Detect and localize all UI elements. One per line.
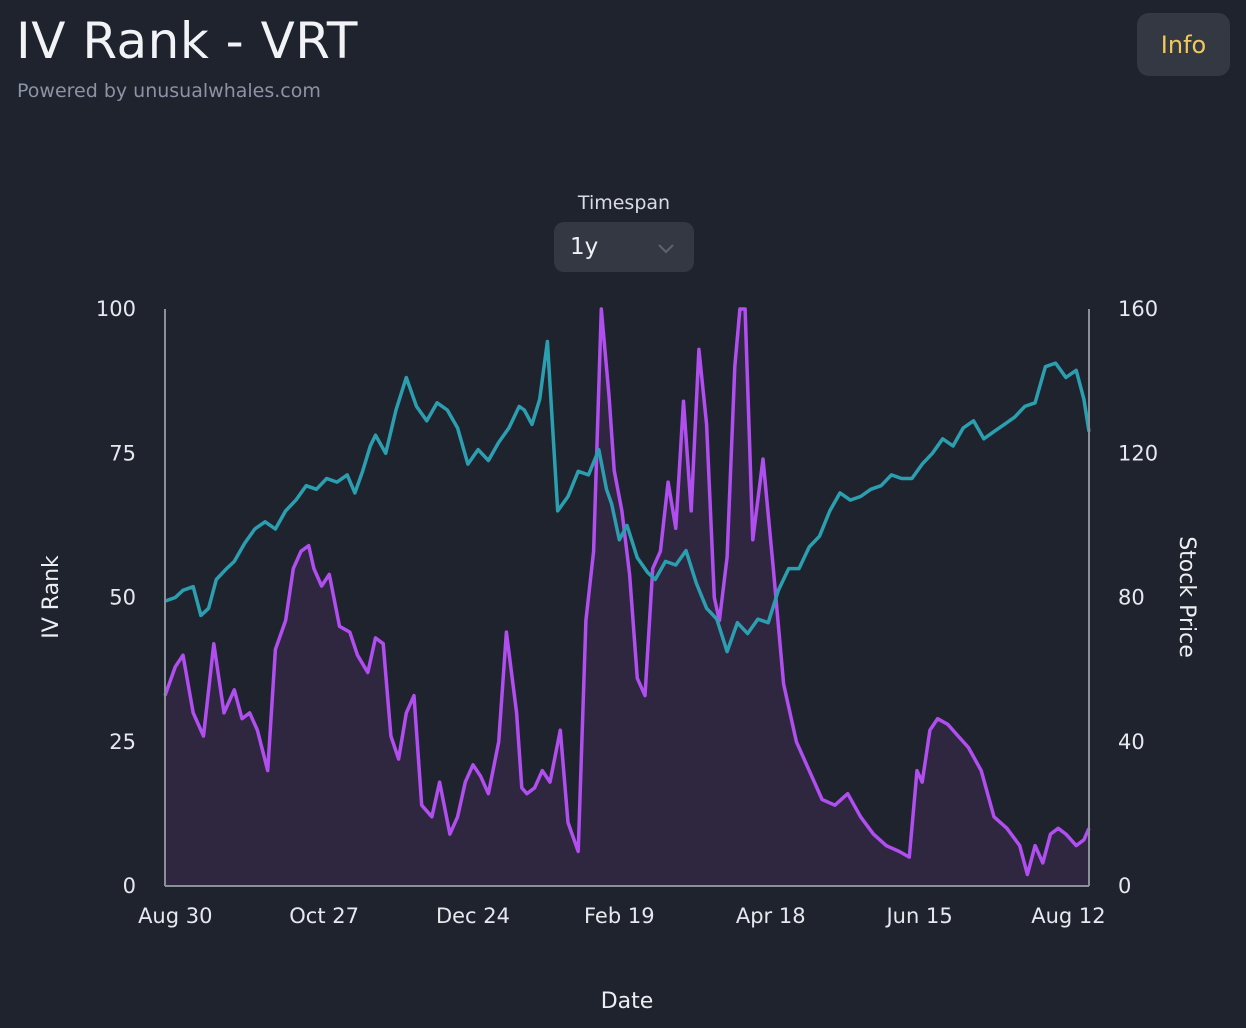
timespan-label: Timespan (577, 192, 671, 214)
y-tick-right: 40 (1118, 730, 1145, 754)
timespan-select[interactable]: 1y (554, 222, 694, 272)
y-tick-right: 120 (1118, 441, 1158, 465)
x-tick: Aug 30 (138, 904, 212, 928)
y-axis-right-ticks: 0 40 80 120 160 (1118, 297, 1158, 898)
y-axis-left-title: IV Rank (39, 555, 64, 639)
y-tick-left: 50 (109, 586, 136, 610)
timespan-value: 1y (570, 234, 599, 260)
page-title: IV Rank - VRT (16, 12, 358, 70)
y-tick-right: 0 (1118, 874, 1131, 898)
iv-rank-line (163, 307, 1091, 877)
x-tick: Feb 19 (584, 904, 655, 928)
x-tick: Jun 15 (884, 904, 952, 928)
x-axis-ticks: Aug 30 Oct 27 Dec 24 Feb 19 Apr 18 Jun 15 Aug … (138, 904, 1106, 928)
y-tick-left: 75 (109, 441, 136, 465)
y-axis-right-title: Stock Price (1174, 536, 1199, 658)
info-button[interactable]: Info (1137, 13, 1230, 76)
chevron-down-icon (656, 240, 676, 259)
y-tick-left: 25 (109, 730, 136, 754)
y-tick-right: 160 (1118, 297, 1158, 321)
y-tick-left: 0 (123, 874, 136, 898)
x-tick: Oct 27 (289, 904, 359, 928)
x-tick: Dec 24 (436, 904, 510, 928)
y-tick-left: 100 (96, 297, 136, 321)
y-axis-left-ticks: 0 25 50 75 100 (96, 297, 136, 898)
x-tick: Aug 12 (1031, 904, 1105, 928)
x-axis-title: Date (601, 989, 654, 1014)
y-tick-right: 80 (1118, 586, 1145, 610)
stock-price-line (164, 339, 1091, 654)
iv-rank-area (165, 309, 1089, 886)
page-subtitle: Powered by unusualwhales.com (17, 80, 321, 102)
x-tick: Apr 18 (736, 904, 806, 928)
